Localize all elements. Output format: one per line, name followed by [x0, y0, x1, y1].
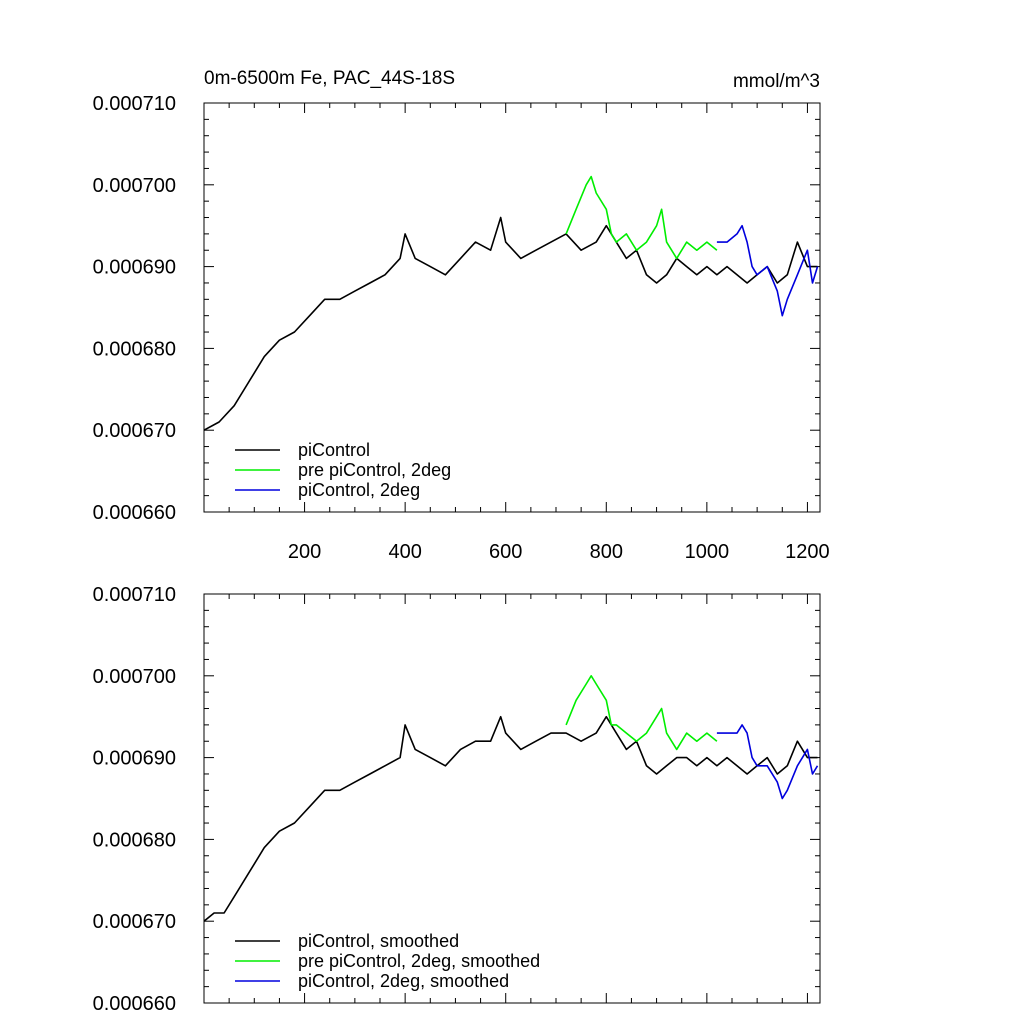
chart-panel-1: 0.000660 0.000670 0.000680 0.000690 0.000700…	[93, 93, 830, 563]
y-tick-label: 0.000660	[93, 502, 176, 524]
series-line-3	[716, 224, 819, 317]
y-tick-label: 0.000660	[93, 993, 176, 1015]
y-tick-label: 0.000690	[93, 257, 176, 279]
y-tick-label: 0.000700	[93, 666, 176, 688]
legend-label: piControl, smoothed	[298, 931, 459, 951]
plot-frame	[203, 102, 821, 513]
x-tick-label: 1000	[685, 541, 730, 563]
plot-frame	[203, 593, 821, 1004]
y-tick-label: 0.000690	[93, 748, 176, 770]
y-tick-label: 0.000680	[93, 338, 176, 360]
x-tick-label: 400	[388, 541, 421, 563]
x-tick-label: 800	[590, 541, 623, 563]
y-tick-label: 0.000710	[93, 584, 176, 606]
series-line-1	[204, 216, 818, 431]
legend-label: pre piControl, 2deg, smoothed	[298, 951, 540, 971]
series-line-2	[565, 175, 718, 260]
x-tick-label: 1200	[785, 541, 830, 563]
legend-label: piControl	[298, 440, 370, 460]
chart-panel-2: 0.000660 0.000670 0.000680 0.000690 0.000700…	[93, 584, 821, 1015]
legend-label: piControl, 2deg, smoothed	[298, 971, 509, 991]
series-line-3	[716, 724, 819, 800]
y-tick-label: 0.000670	[93, 911, 176, 933]
legend-label: piControl, 2deg	[298, 480, 420, 500]
y-tick-label: 0.000700	[93, 175, 176, 197]
units-label: mmol/m^3	[733, 71, 820, 92]
y-tick-label: 0.000680	[93, 829, 176, 851]
y-tick-label: 0.000710	[93, 93, 176, 115]
series-line-2	[565, 675, 718, 751]
y-tick-label: 0.000670	[93, 420, 176, 442]
legend-label: pre piControl, 2deg	[298, 460, 451, 480]
x-tick-label: 600	[489, 541, 522, 563]
chart-title: 0m-6500m Fe, PAC_44S-18S	[204, 68, 455, 89]
series-line-1	[204, 715, 818, 922]
x-tick-label: 200	[288, 541, 321, 563]
